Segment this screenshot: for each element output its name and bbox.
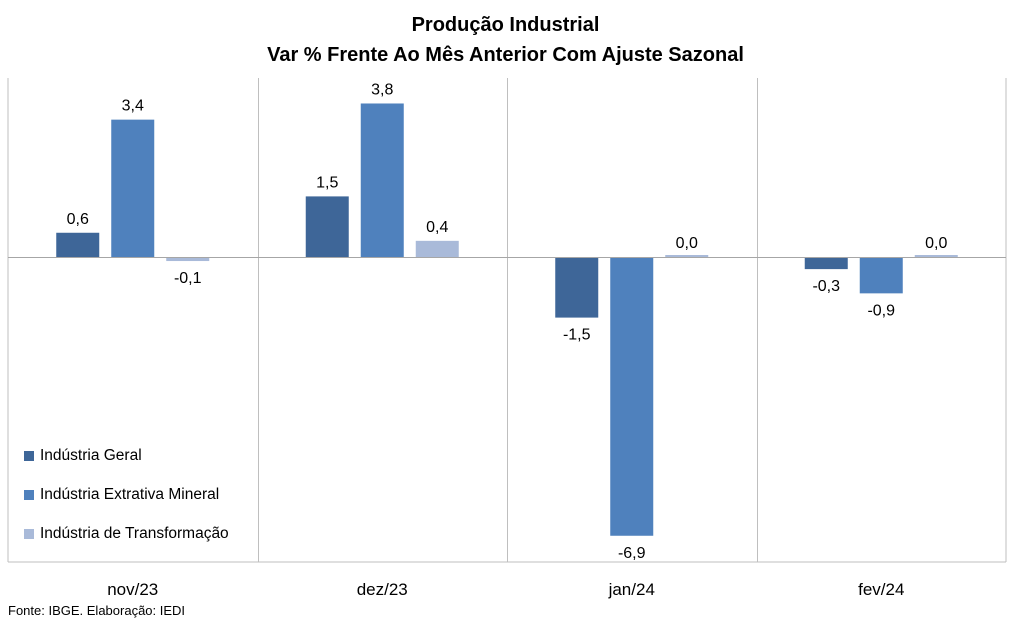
data-label: -0,3 [812, 278, 840, 295]
data-label: 3,8 [371, 81, 393, 98]
bar [166, 257, 210, 262]
data-label: -0,1 [174, 270, 202, 287]
data-label: -1,5 [563, 327, 591, 344]
data-label: 0,0 [676, 235, 698, 252]
bar [555, 257, 599, 318]
bar [56, 232, 100, 257]
chart-subtitle: Var % Frente Ao Mês Anterior Com Ajuste … [267, 44, 744, 66]
chart-legend: Indústria Geral Indústria Extrativa Mine… [24, 446, 229, 563]
bar [610, 257, 654, 536]
data-label: 0,4 [426, 219, 448, 236]
legend-swatch [24, 451, 34, 461]
legend-item-industria-transformacao: Indústria de Transformação [24, 524, 229, 544]
data-label: 3,4 [122, 98, 144, 115]
bar [914, 255, 958, 257]
legend-item-industria-extrativa: Indústria Extrativa Mineral [24, 485, 229, 505]
chart-title: Produção Industrial [411, 14, 600, 36]
x-tick-label: fev/24 [858, 580, 904, 599]
bar [415, 240, 459, 257]
data-label: 0,6 [67, 211, 89, 228]
legend-swatch [24, 490, 34, 500]
bar [859, 257, 903, 294]
x-tick-label: jan/24 [608, 580, 655, 599]
data-label: 0,0 [925, 235, 947, 252]
bar [665, 255, 709, 257]
bar [804, 257, 848, 270]
x-tick-label: dez/23 [357, 580, 408, 599]
data-label: -0,9 [867, 302, 895, 319]
data-label: 1,5 [316, 174, 338, 191]
bar [360, 103, 404, 257]
legend-item-industria-geral: Indústria Geral [24, 446, 229, 466]
legend-label: Indústria de Transformação [40, 525, 229, 542]
legend-swatch [24, 529, 34, 539]
bar [305, 196, 349, 257]
x-tick-label: nov/23 [107, 580, 158, 599]
data-label: -6,9 [618, 545, 646, 562]
bar [111, 119, 155, 257]
legend-label: Indústria Extrativa Mineral [40, 486, 220, 503]
source-note: Fonte: IBGE. Elaboração: IEDI [8, 603, 186, 618]
legend-label: Indústria Geral [40, 447, 142, 464]
